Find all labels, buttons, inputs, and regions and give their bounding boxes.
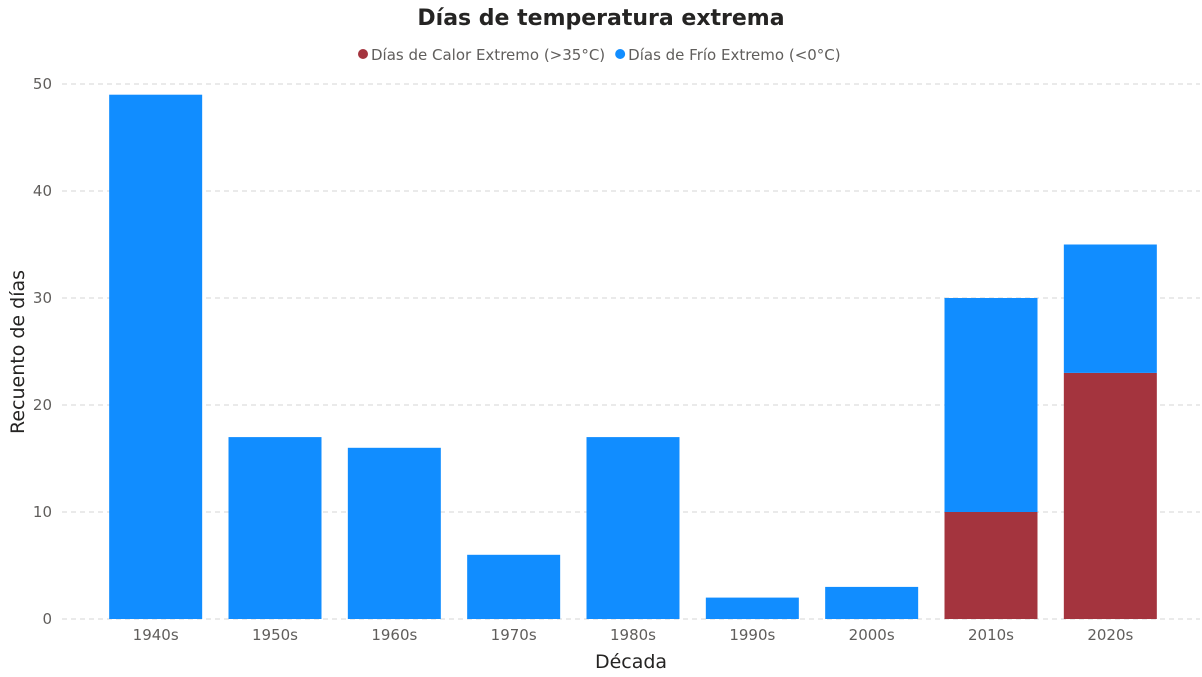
x-tick-label: 2000s <box>849 626 895 644</box>
x-tick-label: 1970s <box>491 626 537 644</box>
y-tick-label: 0 <box>42 610 52 628</box>
y-axis-ticks: 0 10 20 30 40 50 <box>33 75 52 628</box>
bar-frio <box>586 437 680 619</box>
x-tick-label: 1950s <box>252 626 298 644</box>
legend-marker <box>358 49 368 59</box>
legend-marker <box>615 49 626 59</box>
bar-frio <box>467 554 561 619</box>
bar-calor <box>944 512 1038 619</box>
y-axis-title: Recuento de días <box>7 270 29 434</box>
bar-frio <box>705 597 799 619</box>
x-tick-label: 2010s <box>968 626 1014 644</box>
bars <box>109 94 1157 619</box>
bar-frio <box>109 94 203 619</box>
x-axis-ticks: 1940s 1950s 1960s 1970s 1980s 1990s 2000s 2010s… <box>133 626 1134 644</box>
x-tick-label: 1940s <box>133 626 179 644</box>
legend-label: Días de Frío Extremo (<0°C) <box>628 46 840 64</box>
x-tick-label: 1960s <box>371 626 417 644</box>
chart-title: Días de temperatura extrema <box>417 6 784 31</box>
bar-frio <box>944 298 1038 512</box>
bar-frio <box>347 447 441 619</box>
x-tick-label: 1980s <box>610 626 656 644</box>
x-tick-label: 1990s <box>729 626 775 644</box>
x-axis-title: Década <box>595 651 667 673</box>
bar-calor <box>1063 372 1157 619</box>
y-tick-label: 40 <box>33 182 52 200</box>
y-tick-label: 10 <box>33 503 52 521</box>
bar-frio <box>825 586 919 619</box>
bar-frio <box>1063 244 1157 373</box>
y-tick-label: 20 <box>33 396 52 414</box>
bar-frio <box>228 437 322 619</box>
legend-label: Días de Calor Extremo (>35°C) <box>371 46 605 64</box>
y-tick-label: 50 <box>33 75 52 93</box>
x-tick-label: 2020s <box>1087 626 1133 644</box>
y-tick-label: 30 <box>33 289 52 307</box>
legend: Días de Calor Extremo (>35°C) Días de Frí… <box>358 46 841 64</box>
